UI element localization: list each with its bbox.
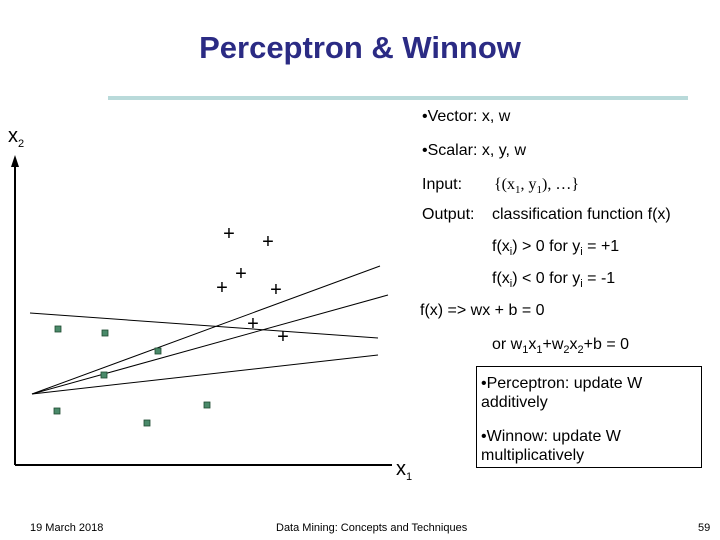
rule-negative: f(xi) < 0 for yi = -1: [492, 270, 616, 291]
output-value: classification function f(x): [492, 206, 671, 223]
separator-line: [31, 265, 381, 395]
positive-example-marker: +: [270, 279, 282, 301]
winnow-note: Winnow: update W multiplicatively: [481, 427, 697, 465]
negative-example-marker: [154, 347, 162, 355]
x-axis-label: x1: [396, 458, 413, 483]
positive-example-marker: +: [262, 231, 274, 253]
slide-title: Perceptron & Winnow: [199, 30, 521, 65]
input-label: Input:: [422, 176, 463, 193]
input-value: {(x1, y1), …}: [494, 176, 580, 197]
positive-example-marker: +: [277, 326, 289, 348]
negative-example-marker: [101, 329, 109, 337]
separator-line: [31, 354, 379, 395]
rule-positive: f(xi) > 0 for yi = +1: [492, 238, 620, 259]
positive-example-marker: +: [235, 263, 247, 285]
negative-example-marker: [53, 407, 61, 415]
hyperplane-expanded: or w1x1+w2x2+b = 0: [492, 336, 630, 357]
positive-example-marker: +: [247, 313, 259, 335]
footer-date: 19 March 2018: [30, 522, 104, 534]
hyperplane-equation: f(x) => wx + b = 0: [420, 302, 545, 319]
negative-example-marker: [203, 401, 211, 409]
separator-line: [31, 294, 389, 395]
negative-example-marker: [143, 419, 151, 427]
bullet-vector: Vector: x, w: [422, 108, 511, 126]
positive-example-marker: +: [216, 277, 228, 299]
y-axis-arrow: [11, 155, 19, 167]
update-rules-box: Perceptron: update W additively Winnow: …: [476, 366, 702, 468]
negative-example-marker: [100, 371, 108, 379]
negative-example-marker: [54, 325, 62, 333]
positive-example-marker: +: [223, 223, 235, 245]
perceptron-note: Perceptron: update W additively: [481, 374, 697, 412]
page-number: 59: [698, 522, 711, 534]
y-axis-label: x2: [8, 125, 25, 150]
footer-title: Data Mining: Concepts and Techniques: [276, 522, 468, 534]
separator-line: [29, 312, 379, 339]
bullet-scalar: Scalar: x, y, w: [422, 142, 526, 160]
output-label: Output:: [422, 206, 475, 223]
title-underline: [108, 96, 688, 100]
